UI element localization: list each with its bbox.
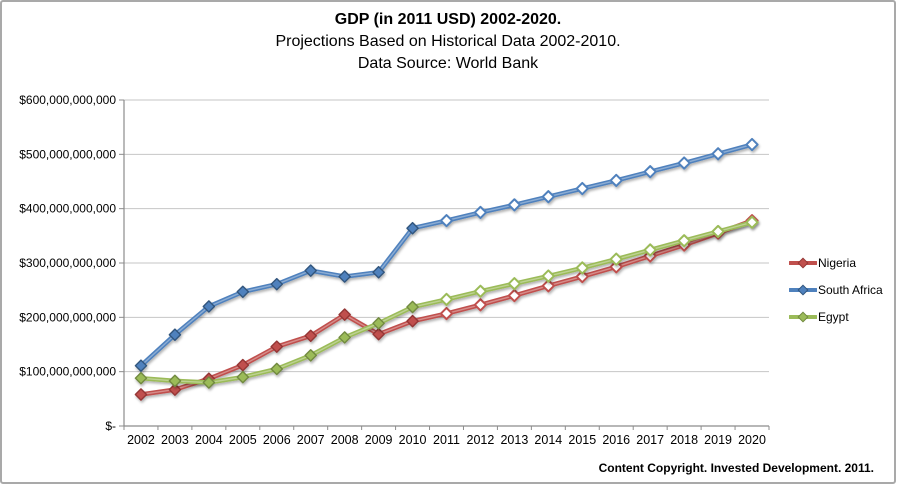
svg-text:2016: 2016	[602, 433, 630, 447]
svg-text:2019: 2019	[704, 433, 732, 447]
svg-text:2018: 2018	[670, 433, 698, 447]
south-africa-line-swatch-icon	[789, 283, 817, 296]
svg-text:$500,000,000,000: $500,000,000,000	[19, 147, 116, 161]
egypt-line-swatch-icon	[789, 310, 817, 323]
svg-text:2015: 2015	[568, 433, 596, 447]
svg-text:2017: 2017	[636, 433, 664, 447]
legend-label: Egypt	[818, 309, 849, 324]
svg-text:$-: $-	[105, 419, 116, 433]
legend-item-egypt: Egypt	[789, 303, 883, 330]
svg-text:$200,000,000,000: $200,000,000,000	[19, 310, 116, 324]
svg-text:2008: 2008	[331, 433, 359, 447]
nigeria-line-swatch-icon	[789, 256, 817, 269]
svg-text:2020: 2020	[738, 433, 766, 447]
legend-label: South Africa	[818, 282, 883, 297]
svg-text:2013: 2013	[500, 433, 528, 447]
svg-text:$400,000,000,000: $400,000,000,000	[19, 202, 116, 216]
chart-title: GDP (in 2011 USD) 2002-2020.	[334, 11, 562, 28]
legend-label: Nigeria	[818, 255, 857, 270]
legend-item-south-africa: South Africa	[789, 276, 883, 303]
chart-subtitle: Projections Based on Historical Data 200…	[275, 33, 621, 50]
svg-text:2010: 2010	[399, 433, 427, 447]
copyright-note: Content Copyright. Invested Development.…	[598, 461, 874, 475]
svg-text:2005: 2005	[229, 433, 257, 447]
svg-text:2002: 2002	[127, 433, 155, 447]
svg-text:2004: 2004	[195, 433, 223, 447]
svg-text:2014: 2014	[534, 433, 562, 447]
svg-text:2007: 2007	[297, 433, 325, 447]
svg-text:$300,000,000,000: $300,000,000,000	[19, 256, 116, 270]
svg-text:2012: 2012	[467, 433, 495, 447]
svg-text:2011: 2011	[433, 433, 460, 447]
chart-source-note: Data Source: World Bank	[357, 55, 539, 72]
svg-text:2009: 2009	[365, 433, 393, 447]
chart-header: GDP (in 2011 USD) 2002-2020. Projections…	[2, 9, 894, 75]
svg-text:$100,000,000,000: $100,000,000,000	[19, 365, 116, 379]
svg-text:$600,000,000,000: $600,000,000,000	[19, 93, 116, 107]
svg-text:2003: 2003	[161, 433, 189, 447]
legend-item-nigeria: Nigeria	[789, 249, 883, 276]
svg-text:2006: 2006	[263, 433, 291, 447]
chart-legend: Nigeria South Africa Egypt	[789, 249, 883, 330]
